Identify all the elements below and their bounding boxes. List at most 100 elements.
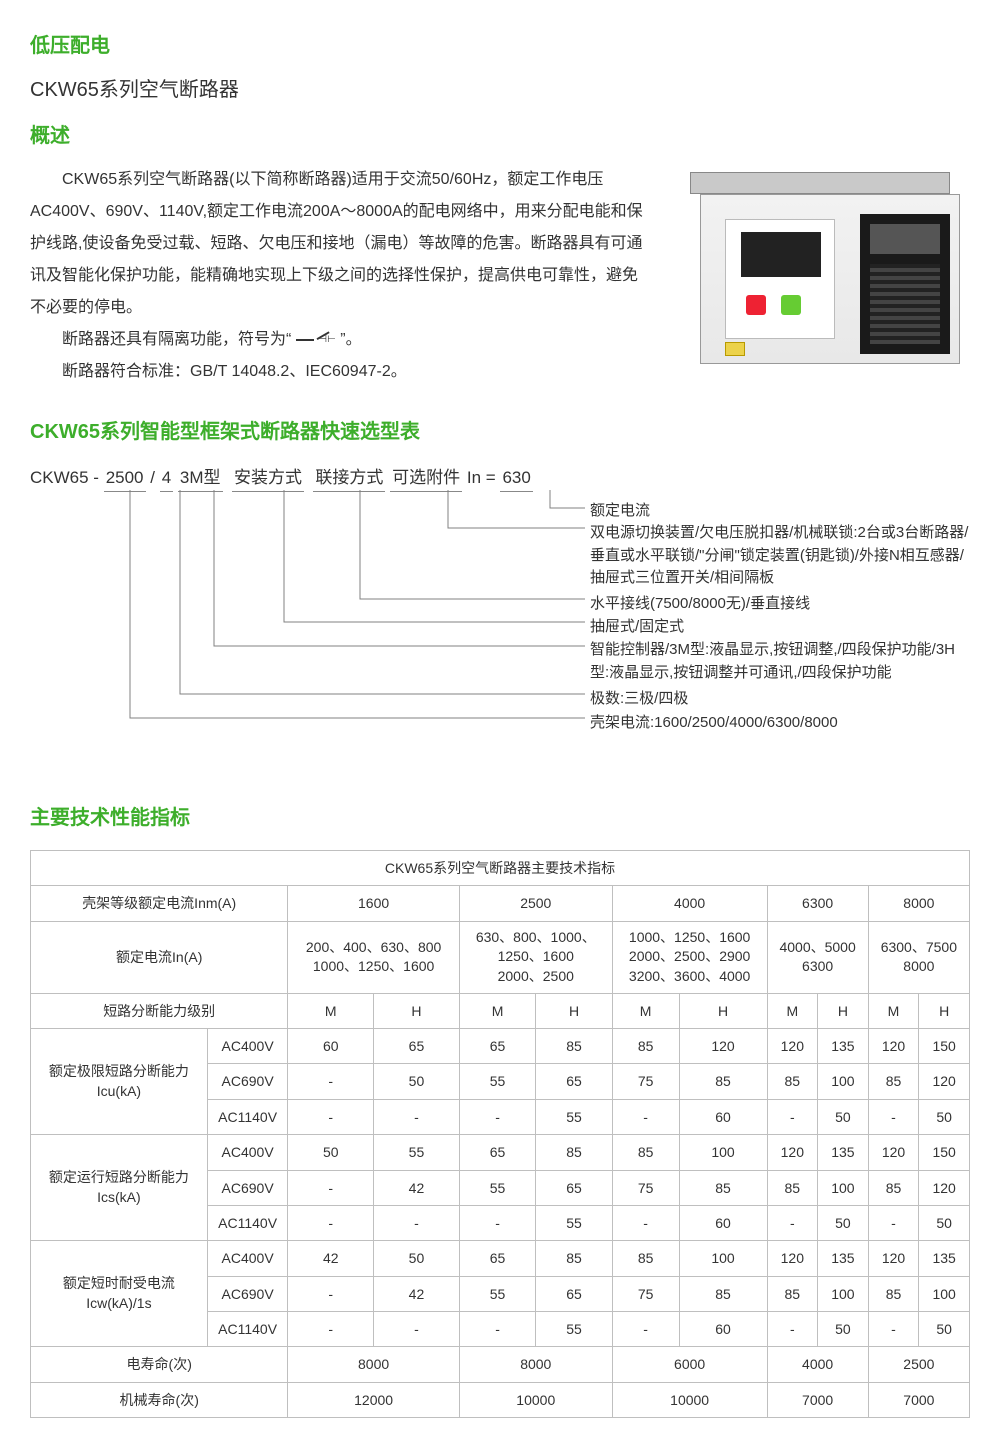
overview-text: CKW65系列空气断路器(以下简称断路器)适用于交流50/60Hz，额定工作电压… — [30, 164, 650, 388]
lvl: H — [374, 993, 460, 1028]
label-connect: 水平接线(7500/8000无)/垂直接线 — [590, 593, 810, 616]
isolation-symbol-icon: ⊣⊢ — [296, 333, 336, 347]
rc-2: 1000、1250、16002000、2500、29003200、3600、40… — [612, 921, 767, 993]
row-label-ics: 额定运行短路分断能力Ics(kA) — [31, 1135, 208, 1241]
row-label-frame-current: 壳架等级额定电流Inm(A) — [31, 886, 288, 921]
cell: 85 — [679, 1276, 767, 1311]
frame-3: 6300 — [767, 886, 868, 921]
cell: 50 — [288, 1135, 374, 1170]
cell: 85 — [536, 1135, 612, 1170]
cell: 85 — [679, 1170, 767, 1205]
lvl: M — [868, 993, 919, 1028]
cell: 85 — [868, 1064, 919, 1099]
table-title: CKW65系列空气断路器主要技术指标 — [31, 851, 970, 886]
table-row: 壳架等级额定电流Inm(A) 1600 2500 4000 6300 8000 — [31, 886, 970, 921]
voltage: AC1140V — [207, 1312, 288, 1347]
row-label-icw: 额定短时耐受电流Icw(kA)/1s — [31, 1241, 208, 1347]
row-label-icu: 额定极限短路分断能力Icu(kA) — [31, 1028, 208, 1134]
cell: 85 — [767, 1276, 818, 1311]
cell: 85 — [868, 1276, 919, 1311]
cell: - — [459, 1312, 535, 1347]
cell: 75 — [612, 1276, 679, 1311]
cell: 85 — [612, 1135, 679, 1170]
specs-heading: 主要技术性能指标 — [30, 802, 970, 834]
voltage: AC400V — [207, 1241, 288, 1276]
cell: 65 — [459, 1241, 535, 1276]
overview-p2-suffix: ”。 — [340, 331, 361, 348]
overview-p1: CKW65系列空气断路器(以下简称断路器)适用于交流50/60Hz，额定工作电压… — [30, 164, 650, 324]
cell: 50 — [818, 1312, 869, 1347]
cell: - — [612, 1205, 679, 1240]
cell: 50 — [374, 1241, 460, 1276]
frame-4: 8000 — [868, 886, 969, 921]
voltage: AC690V — [207, 1170, 288, 1205]
cell: 85 — [679, 1064, 767, 1099]
cell: 42 — [374, 1170, 460, 1205]
cell: 100 — [818, 1276, 869, 1311]
rc-1: 630、800、1000、1250、16002000、2500 — [459, 921, 612, 993]
cell: 65 — [536, 1276, 612, 1311]
cell: - — [459, 1099, 535, 1134]
cell: 135 — [818, 1028, 869, 1063]
cell: 60 — [288, 1028, 374, 1063]
cell: 100 — [679, 1135, 767, 1170]
cell: 55 — [536, 1312, 612, 1347]
overview-heading: 概述 — [30, 120, 970, 152]
table-row: 额定极限短路分断能力Icu(kA) AC400V 606565858512012… — [31, 1028, 970, 1063]
cell: 8000 — [288, 1347, 459, 1382]
voltage: AC690V — [207, 1064, 288, 1099]
table-row: 额定运行短路分断能力Ics(kA) AC400V 505565858510012… — [31, 1135, 970, 1170]
cell: 50 — [919, 1312, 970, 1347]
lvl: H — [919, 993, 970, 1028]
cell: 65 — [536, 1170, 612, 1205]
cell: 150 — [919, 1028, 970, 1063]
overview-section: CKW65系列空气断路器(以下简称断路器)适用于交流50/60Hz，额定工作电压… — [30, 164, 970, 388]
cell: 6000 — [612, 1347, 767, 1382]
row-label-mech-life: 机械寿命(次) — [31, 1382, 288, 1417]
cell: - — [767, 1205, 818, 1240]
cell: 4000 — [767, 1347, 868, 1382]
cell: 65 — [374, 1028, 460, 1063]
cell: - — [288, 1312, 374, 1347]
cell: - — [288, 1276, 374, 1311]
lvl: M — [459, 993, 535, 1028]
cell: 60 — [679, 1312, 767, 1347]
cell: 65 — [459, 1028, 535, 1063]
table-row: 电寿命(次) 8000 8000 6000 4000 2500 — [31, 1347, 970, 1382]
cell: 120 — [767, 1241, 818, 1276]
table-row: 机械寿命(次) 12000 10000 10000 7000 7000 — [31, 1382, 970, 1417]
cell: 120 — [868, 1241, 919, 1276]
cell: 7000 — [868, 1382, 969, 1417]
cell: 85 — [536, 1028, 612, 1063]
cell: 100 — [919, 1276, 970, 1311]
overview-p3: 断路器符合标准：GB/T 14048.2、IEC60947-2。 — [30, 356, 650, 388]
lvl: H — [679, 993, 767, 1028]
label-poles: 极数:三极/四极 — [590, 688, 688, 711]
cell: 50 — [818, 1099, 869, 1134]
cell: 7000 — [767, 1382, 868, 1417]
lvl: M — [288, 993, 374, 1028]
cell: 55 — [536, 1205, 612, 1240]
frame-2: 4000 — [612, 886, 767, 921]
cell: 10000 — [459, 1382, 612, 1417]
cell: 85 — [612, 1241, 679, 1276]
cell: - — [374, 1099, 460, 1134]
cell: 85 — [536, 1241, 612, 1276]
cell: 100 — [818, 1064, 869, 1099]
cell: 100 — [818, 1170, 869, 1205]
cell: 2500 — [868, 1347, 969, 1382]
cell: 135 — [818, 1241, 869, 1276]
cell: 42 — [288, 1241, 374, 1276]
cell: - — [868, 1099, 919, 1134]
cell: 75 — [612, 1170, 679, 1205]
cell: 65 — [536, 1064, 612, 1099]
cell: 50 — [374, 1064, 460, 1099]
cell: 85 — [868, 1170, 919, 1205]
cell: - — [868, 1312, 919, 1347]
table-row: 额定电流In(A) 200、400、630、8001000、1250、1600 … — [31, 921, 970, 993]
rc-0: 200、400、630、8001000、1250、1600 — [288, 921, 459, 993]
cell: 120 — [919, 1170, 970, 1205]
cell: 120 — [868, 1028, 919, 1063]
cell: 120 — [767, 1135, 818, 1170]
cell: - — [612, 1099, 679, 1134]
